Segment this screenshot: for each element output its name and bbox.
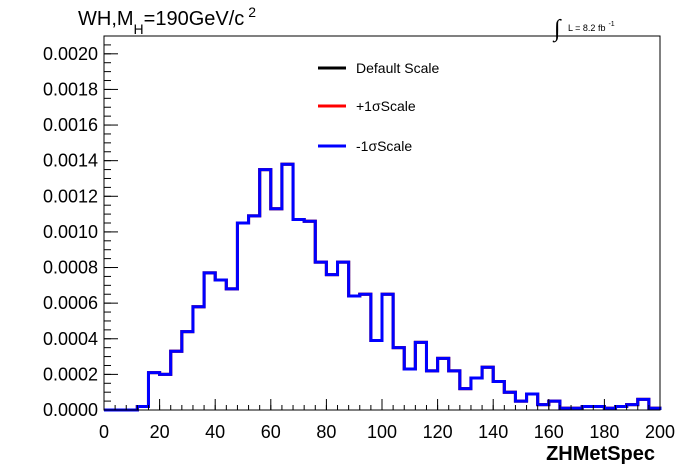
legend: Default Scale +1σScale -1σScale bbox=[318, 60, 439, 154]
y-tick-label: 0.0010 bbox=[43, 222, 98, 242]
x-tick-label: 100 bbox=[367, 422, 397, 442]
legend-label: +1σScale bbox=[356, 98, 416, 114]
x-tick-label: 200 bbox=[645, 422, 675, 442]
x-tick-label: 140 bbox=[478, 422, 508, 442]
y-tick-label: 0.0006 bbox=[43, 293, 98, 313]
luminosity-text: L = 8.2 fb bbox=[568, 23, 605, 33]
legend-label: -1σScale bbox=[356, 138, 412, 154]
y-tick-label: 0.0020 bbox=[43, 44, 98, 64]
y-tick-label: 0.0016 bbox=[43, 115, 98, 135]
x-axis: 0 20 40 60 80 100 120 140 160 180 200 bbox=[99, 399, 675, 442]
x-tick-label: 40 bbox=[205, 422, 225, 442]
x-tick-label: 160 bbox=[534, 422, 564, 442]
y-tick-label: 0.0012 bbox=[43, 186, 98, 206]
x-tick-label: 60 bbox=[261, 422, 281, 442]
y-tick-label: 0.0000 bbox=[43, 400, 98, 420]
x-axis-title: ZHMetSpec bbox=[546, 443, 655, 465]
title-rest: =190GeV/c bbox=[144, 8, 245, 30]
chart-title: WH,MH=190GeV/c 2 bbox=[78, 4, 256, 37]
x-tick-label: 0 bbox=[99, 422, 109, 442]
x-tick-label: 180 bbox=[589, 422, 619, 442]
luminosity-integral: ∫ bbox=[552, 16, 562, 43]
luminosity-superscript: -1 bbox=[608, 21, 614, 28]
y-tick-label: 0.0008 bbox=[43, 258, 98, 278]
luminosity-label: L = 8.2 fb -1 bbox=[568, 21, 615, 33]
title-superscript: 2 bbox=[248, 4, 256, 20]
legend-label: Default Scale bbox=[356, 60, 439, 76]
title-main: WH,M bbox=[78, 8, 134, 30]
y-tick-label: 0.0018 bbox=[43, 79, 98, 99]
y-axis: 0.0000 0.0002 0.0004 0.0006 0.0008 0.0010 0.00… bbox=[43, 35, 118, 420]
title-subscript: H bbox=[134, 21, 144, 37]
x-tick-label: 120 bbox=[423, 422, 453, 442]
x-tick-label: 20 bbox=[150, 422, 170, 442]
x-tick-label: 80 bbox=[316, 422, 336, 442]
y-tick-label: 0.0004 bbox=[43, 329, 98, 349]
y-tick-label: 0.0002 bbox=[43, 364, 98, 384]
y-tick-label: 0.0014 bbox=[43, 151, 98, 171]
